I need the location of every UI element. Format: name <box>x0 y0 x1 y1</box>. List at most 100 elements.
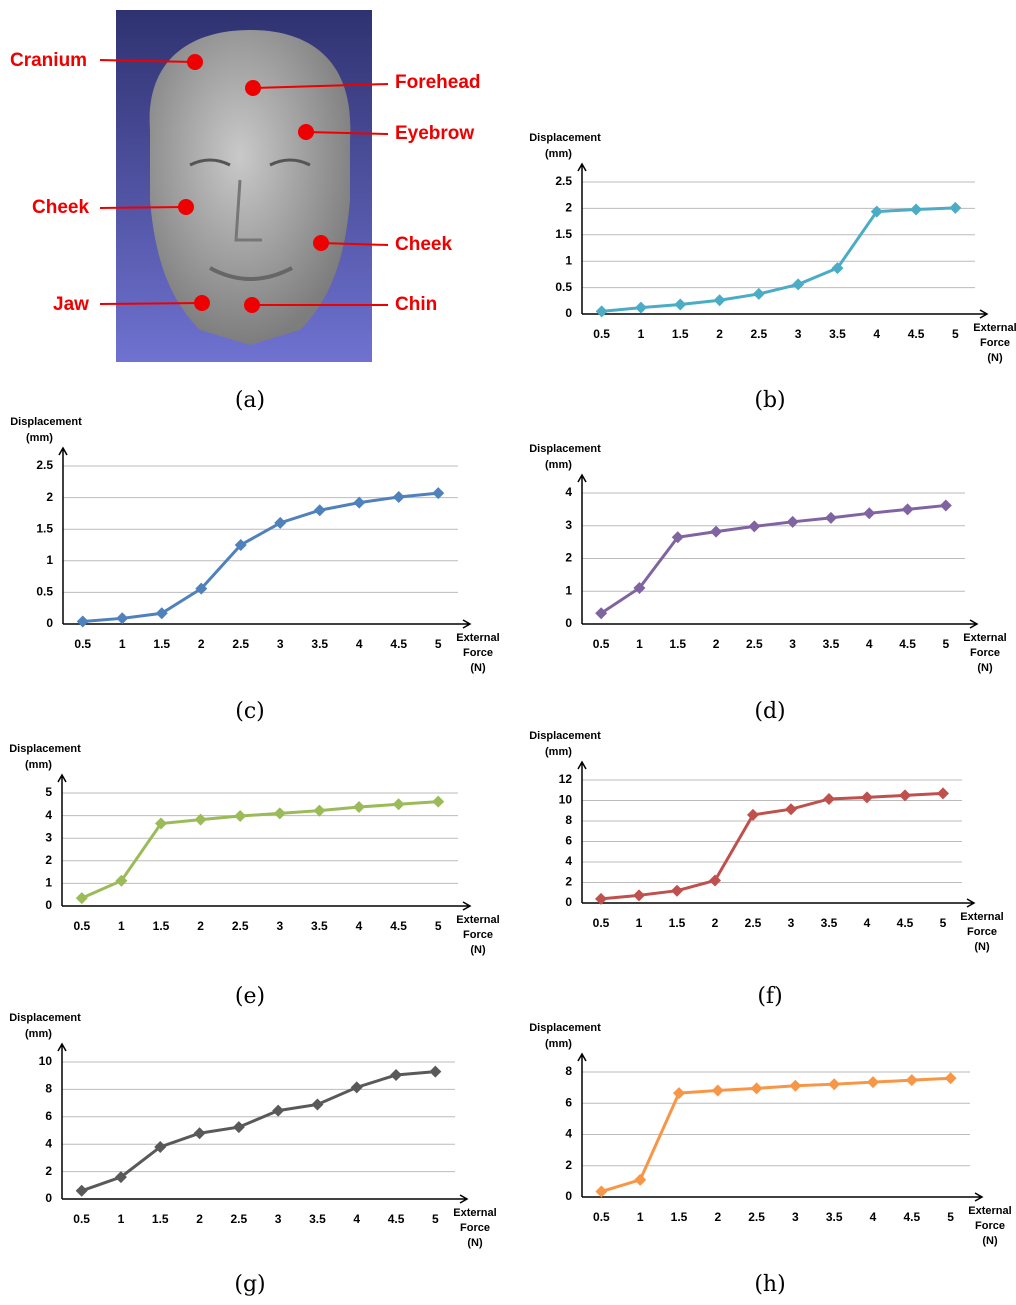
x-tick-label: 2 <box>716 327 723 341</box>
y-tick-label: 0.5 <box>555 280 572 294</box>
x-tick-label: 0.5 <box>593 327 610 341</box>
axis <box>577 473 587 624</box>
x-tick-label: 4.5 <box>903 1210 920 1224</box>
data-point <box>75 892 88 905</box>
x-tick-label: 4 <box>353 1212 360 1226</box>
y-tick-label: 0 <box>565 306 572 320</box>
data-point <box>634 301 647 314</box>
x-tick-label: 3.5 <box>829 327 846 341</box>
x-tick-label: 2.5 <box>232 637 249 651</box>
x-axis-label: (N) <box>470 662 486 674</box>
x-axis-label: (N) <box>987 352 1003 364</box>
data-point <box>272 1104 285 1117</box>
caption: (a) <box>235 388 265 413</box>
data-point <box>748 520 761 533</box>
x-axis-label: External <box>973 322 1016 334</box>
x-axis-label: Force <box>460 1222 490 1234</box>
data-point <box>232 1121 245 1134</box>
x-tick-label: 2 <box>714 1210 721 1224</box>
data-point <box>899 789 911 802</box>
caption: (f) <box>757 984 782 1009</box>
y-tick-label: 4 <box>45 808 52 822</box>
x-tick-label: 4.5 <box>908 327 925 341</box>
y-tick-label: 2 <box>45 853 52 867</box>
data-point <box>713 294 726 307</box>
x-tick-label: 1 <box>119 637 126 651</box>
data-point <box>429 1065 442 1078</box>
y-tick-label: 1 <box>565 583 572 597</box>
data-point <box>154 1140 167 1153</box>
x-tick-label: 3 <box>789 637 796 651</box>
x-axis-label: (N) <box>470 944 486 956</box>
data-point <box>115 874 128 887</box>
data-point <box>350 1081 363 1094</box>
data-point <box>709 874 721 887</box>
data-point <box>750 1082 763 1095</box>
data-point <box>353 496 366 509</box>
x-tick-label: 2.5 <box>232 919 249 933</box>
y-tick-label: 1 <box>565 253 572 267</box>
data-point <box>114 1171 127 1184</box>
x-tick-label: 2 <box>196 1212 203 1226</box>
x-tick-label: 3.5 <box>826 1210 843 1224</box>
face-label: Cheek <box>32 197 89 218</box>
data-point <box>786 515 799 528</box>
y-tick-label: 1.5 <box>36 521 53 535</box>
data-point <box>155 607 168 620</box>
data-point <box>273 807 286 820</box>
axis <box>57 773 67 906</box>
y-tick-label: 2 <box>46 490 53 504</box>
x-tick-label: 5 <box>947 1210 954 1224</box>
axis <box>62 1194 469 1204</box>
y-tick-label: 6 <box>565 834 572 848</box>
data-point <box>595 892 607 905</box>
x-tick-label: 3 <box>275 1212 282 1226</box>
data-point <box>595 305 608 318</box>
data-line <box>81 1070 436 1193</box>
y-axis-label: Displacement <box>529 132 601 144</box>
y-axis-label: Displacement <box>529 443 601 455</box>
data-point <box>195 582 208 595</box>
x-tick-label: 4.5 <box>390 637 407 651</box>
y-tick-label: 8 <box>565 813 572 827</box>
x-tick-label: 5 <box>435 637 442 651</box>
axis <box>577 760 587 903</box>
caption: (c) <box>235 699 265 724</box>
x-tick-label: 0.5 <box>74 637 91 651</box>
x-tick-label: 3 <box>788 916 795 930</box>
axis <box>577 162 587 314</box>
face-image <box>116 10 372 362</box>
y-tick-label: 1 <box>46 553 53 567</box>
data-point <box>792 278 805 291</box>
x-tick-label: 4 <box>356 637 363 651</box>
y-axis-label: Displacement <box>10 416 82 428</box>
x-tick-label: 3 <box>795 327 802 341</box>
axis <box>63 619 472 629</box>
x-tick-label: 1.5 <box>152 1212 169 1226</box>
data-point <box>633 581 646 594</box>
x-axis-label: Force <box>970 647 1000 659</box>
x-tick-label: 1 <box>638 327 645 341</box>
x-tick-label: 5 <box>943 637 950 651</box>
data-point <box>710 525 723 538</box>
face-label: Cranium <box>10 50 87 71</box>
x-tick-label: 4 <box>873 327 880 341</box>
x-tick-label: 2 <box>198 637 205 651</box>
y-tick-label: 2.5 <box>36 458 53 472</box>
x-tick-label: 0.5 <box>593 916 610 930</box>
y-tick-label: 6 <box>565 1095 572 1109</box>
data-point <box>116 612 129 625</box>
y-axis-label: Displacement <box>529 730 601 742</box>
caption: (d) <box>754 699 785 724</box>
y-axis-label: (mm) <box>26 432 53 444</box>
data-point <box>671 884 683 897</box>
x-tick-label: 2 <box>712 916 719 930</box>
data-point <box>747 808 759 821</box>
y-tick-label: 5 <box>45 785 52 799</box>
x-tick-label: 2.5 <box>748 1210 765 1224</box>
data-point <box>831 262 844 275</box>
y-tick-label: 2 <box>565 551 572 565</box>
y-axis-label: (mm) <box>545 148 572 160</box>
caption: (b) <box>754 388 785 413</box>
